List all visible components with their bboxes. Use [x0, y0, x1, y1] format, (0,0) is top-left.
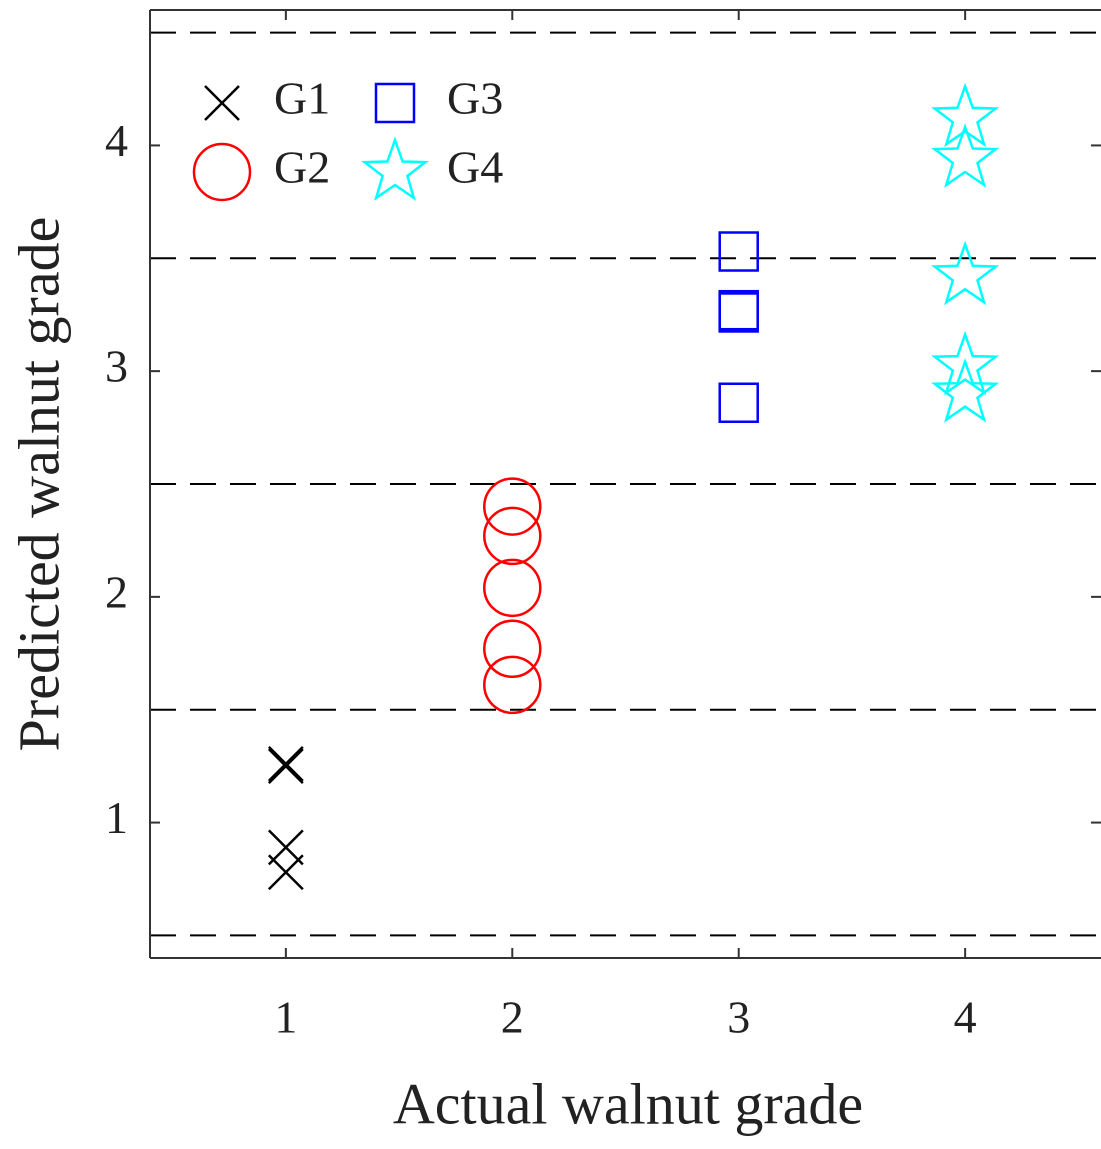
x-tick-label: 2	[501, 992, 524, 1043]
marker-x	[267, 748, 304, 785]
marker-circle	[483, 619, 542, 679]
marker-circle	[483, 558, 542, 618]
marker-circle	[483, 506, 542, 566]
marker-circle	[483, 477, 542, 536]
y-tick-label: 2	[105, 566, 128, 617]
legend-label: G2	[274, 142, 330, 193]
marker-square	[718, 289, 759, 331]
marker-star	[931, 82, 1000, 148]
legend-label: G1	[274, 73, 330, 124]
x-tick-label: 3	[727, 992, 750, 1043]
marker-square	[718, 292, 759, 333]
legend-marker	[192, 142, 252, 202]
x-tick-label: 4	[954, 992, 977, 1043]
x-tick-label: 1	[274, 992, 297, 1043]
x-axis-label: Actual walnut grade	[393, 1071, 863, 1136]
marker-x	[267, 829, 304, 866]
y-axis-label: Predicted walnut grade	[6, 217, 71, 752]
legend-label: G3	[447, 73, 503, 124]
marker-star	[931, 357, 1000, 423]
y-tick-label: 4	[105, 115, 128, 166]
legend-marker	[204, 85, 240, 121]
y-tick-label: 3	[105, 341, 128, 392]
marker-star	[931, 240, 1000, 306]
marker-x	[267, 746, 304, 782]
legend-marker	[374, 82, 416, 124]
marker-square	[718, 231, 759, 272]
y-tick-label: 1	[105, 792, 128, 843]
legend-label: G4	[447, 142, 503, 193]
legend-marker	[361, 136, 429, 201]
marker-circle	[483, 655, 542, 715]
marker-square	[718, 382, 759, 423]
marker-star	[931, 330, 1000, 396]
marker-x	[267, 854, 304, 891]
marker-star	[931, 123, 1000, 188]
